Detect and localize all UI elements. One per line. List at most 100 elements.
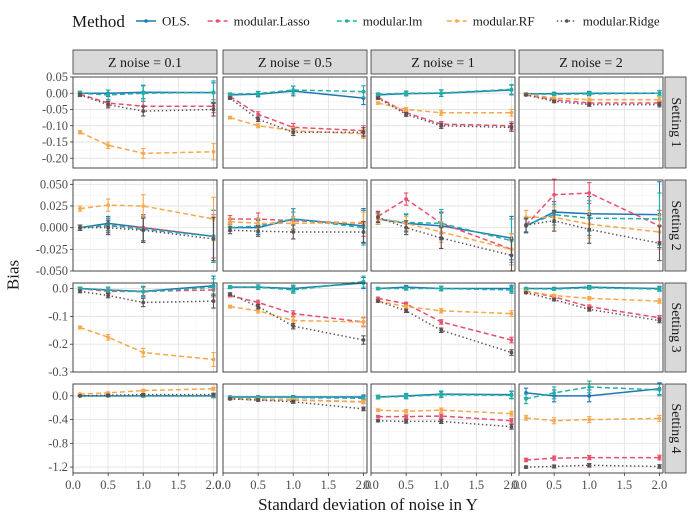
y-tick-label: -0.2	[48, 337, 68, 351]
data-point	[361, 399, 366, 404]
facet-panel	[72, 383, 218, 474]
column-strip-background	[72, 49, 218, 75]
series-line	[377, 297, 512, 341]
panel-background	[371, 384, 515, 473]
series-modular-ridge	[77, 289, 216, 309]
data-point	[228, 219, 232, 224]
series-line	[230, 396, 364, 399]
series-line	[377, 96, 512, 127]
y-tick-label: 0.0	[52, 389, 68, 403]
legend-item: OLS.	[136, 14, 190, 29]
legend-label: modular.RF	[473, 14, 535, 29]
data-point	[509, 424, 514, 429]
series-line	[79, 94, 214, 112]
facet-panel	[370, 179, 516, 272]
data-point	[106, 143, 111, 148]
series-modular-rf	[375, 101, 514, 117]
data-point	[657, 241, 662, 246]
row-strip-label: Setting 2	[668, 200, 683, 250]
x-tick-label: 1.5	[469, 478, 485, 492]
data-point	[256, 398, 261, 402]
data-point	[587, 393, 592, 398]
facet-panel	[72, 179, 218, 272]
x-tick-label: 2.0	[504, 478, 520, 492]
data-point	[211, 149, 216, 154]
series-line	[230, 280, 364, 291]
x-tick-label: 1.5	[171, 478, 187, 492]
data-point	[106, 102, 111, 107]
series-line	[525, 211, 660, 227]
series-modular-ridge	[375, 299, 514, 356]
facet-panel	[370, 282, 516, 373]
data-point	[376, 101, 380, 105]
data-point	[256, 229, 261, 234]
x-tick-label: 0.5	[250, 478, 266, 492]
legend-label: modular.Ridge	[583, 14, 660, 29]
data-point	[256, 300, 261, 305]
data-point	[524, 92, 528, 97]
data-point	[376, 296, 380, 301]
x-tick-label: 1.0	[581, 478, 597, 492]
row-strip: Setting 4	[664, 383, 687, 474]
series-line	[377, 216, 512, 257]
series-modular-ridge	[77, 92, 216, 117]
data-point	[657, 91, 662, 96]
data-point	[439, 419, 444, 424]
series-line	[79, 286, 214, 293]
series-line	[79, 326, 214, 361]
x-axis-title: Standard deviation of noise in Y	[258, 495, 478, 514]
series-line	[525, 388, 660, 397]
x-tick-label: 2.0	[356, 478, 372, 492]
x-tick-label: 0.5	[100, 478, 116, 492]
row-strip-background	[664, 76, 687, 169]
y-tick-label: -0.15	[42, 135, 68, 149]
data-point	[552, 418, 557, 423]
data-point	[78, 130, 82, 135]
data-point	[657, 299, 662, 303]
data-point	[552, 297, 557, 302]
series-modular-ridge	[375, 96, 514, 132]
series-line	[377, 300, 512, 315]
data-point	[587, 385, 592, 389]
x-tick-label: 1.0	[285, 478, 301, 492]
data-point	[141, 228, 146, 233]
data-point	[509, 311, 514, 316]
data-point	[657, 318, 662, 323]
facet-panel	[222, 383, 368, 474]
panel-border	[72, 76, 218, 169]
panel-border	[222, 383, 368, 474]
series-line	[230, 398, 364, 403]
data-point	[211, 357, 216, 362]
data-point	[587, 417, 592, 422]
data-point	[141, 151, 146, 156]
data-point	[78, 393, 82, 398]
data-point	[509, 288, 514, 292]
panel-border	[518, 383, 664, 474]
series-line	[525, 290, 660, 302]
series-line	[229, 116, 364, 135]
y-tick-label: -0.10	[42, 119, 68, 133]
facet-panel	[72, 76, 218, 169]
y-tick-label: -0.3	[48, 365, 68, 379]
x-tick-label: 0.0	[511, 478, 527, 492]
y-tick-label: -0.4	[48, 413, 69, 427]
data-point	[376, 408, 380, 413]
series-modular-lm	[523, 285, 662, 292]
data-point	[256, 112, 261, 117]
series-line	[378, 287, 512, 291]
data-point	[141, 91, 146, 96]
series-line	[525, 386, 660, 400]
data-point	[228, 115, 232, 120]
data-point	[141, 392, 146, 397]
data-point	[256, 308, 261, 313]
series-modular-lm	[227, 85, 366, 99]
data-point	[552, 287, 557, 292]
facet-panel	[222, 76, 368, 169]
column-strip-label: Z noise = 0.1	[108, 56, 182, 71]
data-point	[524, 286, 528, 291]
facet-panel	[518, 178, 664, 272]
panel-background	[73, 77, 217, 168]
x-tick-label: 0.0	[363, 478, 379, 492]
data-point	[141, 300, 146, 305]
series-modular-ridge	[77, 392, 216, 398]
